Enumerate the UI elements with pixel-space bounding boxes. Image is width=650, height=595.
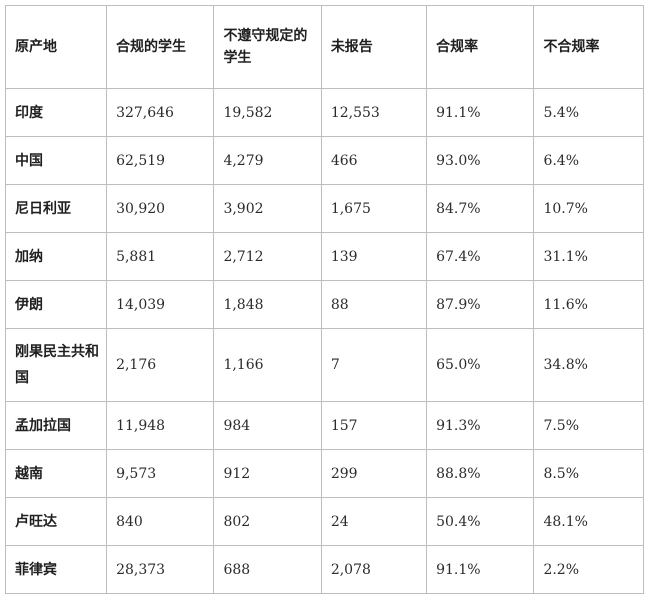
not-reported-cell: 2,078 bbox=[320, 545, 428, 594]
compliant-cell: 28,373 bbox=[106, 545, 215, 594]
country-cell: 卢旺达 bbox=[4, 497, 108, 546]
country-cell: 越南 bbox=[4, 449, 108, 498]
table-row: 菲律宾 28,373 688 2,078 91.1% 2.2% bbox=[4, 545, 644, 594]
noncompliance-rate-cell: 31.1% bbox=[533, 232, 644, 281]
compliant-cell: 62,519 bbox=[106, 136, 215, 185]
not-reported-cell: 1,675 bbox=[320, 184, 428, 233]
noncompliance-rate-cell: 5.4% bbox=[533, 88, 644, 137]
noncompliant-cell: 3,902 bbox=[213, 184, 322, 233]
noncompliance-rate-cell: 48.1% bbox=[533, 497, 644, 546]
noncompliant-cell: 4,279 bbox=[213, 136, 322, 185]
noncompliance-rate-cell: 34.8% bbox=[533, 328, 644, 402]
noncompliant-cell: 1,166 bbox=[213, 328, 322, 402]
compliant-cell: 11,948 bbox=[106, 401, 215, 450]
table-row: 刚果民主共和国 2,176 1,166 7 65.0% 34.8% bbox=[4, 328, 644, 402]
table-row: 孟加拉国 11,948 984 157 91.3% 7.5% bbox=[4, 401, 644, 450]
country-cell: 加纳 bbox=[4, 232, 108, 281]
compliance-table: 原产地 合规的学生 不遵守规定的学生 未报告 合规率 不合规率 印度 327,6… bbox=[4, 5, 644, 594]
country-cell: 尼日利亚 bbox=[4, 184, 108, 233]
compliance-rate-cell: 65.0% bbox=[426, 328, 535, 402]
not-reported-cell: 12,553 bbox=[320, 88, 428, 137]
noncompliant-cell: 19,582 bbox=[213, 88, 322, 137]
compliance-rate-cell: 87.9% bbox=[426, 280, 535, 329]
not-reported-cell: 139 bbox=[320, 232, 428, 281]
table-row: 伊朗 14,039 1,848 88 87.9% 11.6% bbox=[4, 280, 644, 329]
country-cell: 菲律宾 bbox=[4, 545, 108, 594]
not-reported-cell: 24 bbox=[320, 497, 428, 546]
not-reported-cell: 7 bbox=[320, 328, 428, 402]
compliance-rate-cell: 88.8% bbox=[426, 449, 535, 498]
compliance-rate-cell: 50.4% bbox=[426, 497, 535, 546]
table-row: 中国 62,519 4,279 466 93.0% 6.4% bbox=[4, 136, 644, 185]
noncompliant-cell: 802 bbox=[213, 497, 322, 546]
header-compliant-students: 合规的学生 bbox=[106, 5, 215, 89]
compliance-rate-cell: 93.0% bbox=[426, 136, 535, 185]
noncompliance-rate-cell: 10.7% bbox=[533, 184, 644, 233]
not-reported-cell: 299 bbox=[320, 449, 428, 498]
compliant-cell: 840 bbox=[106, 497, 215, 546]
country-cell: 印度 bbox=[4, 88, 108, 137]
compliance-rate-cell: 91.3% bbox=[426, 401, 535, 450]
noncompliance-rate-cell: 2.2% bbox=[533, 545, 644, 594]
compliance-rate-cell: 91.1% bbox=[426, 88, 535, 137]
header-not-reported: 未报告 bbox=[320, 5, 428, 89]
header-noncompliant-students: 不遵守规定的学生 bbox=[213, 5, 322, 89]
table-row: 卢旺达 840 802 24 50.4% 48.1% bbox=[4, 497, 644, 546]
noncompliance-rate-cell: 7.5% bbox=[533, 401, 644, 450]
compliance-rate-cell: 67.4% bbox=[426, 232, 535, 281]
header-origin: 原产地 bbox=[4, 5, 108, 89]
noncompliance-rate-cell: 6.4% bbox=[533, 136, 644, 185]
country-cell: 孟加拉国 bbox=[4, 401, 108, 450]
table-row: 越南 9,573 912 299 88.8% 8.5% bbox=[4, 449, 644, 498]
not-reported-cell: 466 bbox=[320, 136, 428, 185]
compliant-cell: 9,573 bbox=[106, 449, 215, 498]
noncompliance-rate-cell: 8.5% bbox=[533, 449, 644, 498]
header-noncompliance-rate: 不合规率 bbox=[533, 5, 644, 89]
noncompliant-cell: 984 bbox=[213, 401, 322, 450]
country-cell: 伊朗 bbox=[4, 280, 108, 329]
noncompliant-cell: 2,712 bbox=[213, 232, 322, 281]
compliant-cell: 2,176 bbox=[106, 328, 215, 402]
noncompliant-cell: 1,848 bbox=[213, 280, 322, 329]
header-row: 原产地 合规的学生 不遵守规定的学生 未报告 合规率 不合规率 bbox=[4, 5, 644, 89]
not-reported-cell: 157 bbox=[320, 401, 428, 450]
header-compliance-rate: 合规率 bbox=[426, 5, 535, 89]
compliant-cell: 5,881 bbox=[106, 232, 215, 281]
compliant-cell: 30,920 bbox=[106, 184, 215, 233]
noncompliant-cell: 912 bbox=[213, 449, 322, 498]
compliant-cell: 327,646 bbox=[106, 88, 215, 137]
not-reported-cell: 88 bbox=[320, 280, 428, 329]
country-cell: 刚果民主共和国 bbox=[4, 328, 108, 402]
table-row: 尼日利亚 30,920 3,902 1,675 84.7% 10.7% bbox=[4, 184, 644, 233]
table-row: 印度 327,646 19,582 12,553 91.1% 5.4% bbox=[4, 88, 644, 137]
country-cell: 中国 bbox=[4, 136, 108, 185]
table-row: 加纳 5,881 2,712 139 67.4% 31.1% bbox=[4, 232, 644, 281]
compliance-rate-cell: 91.1% bbox=[426, 545, 535, 594]
compliance-rate-cell: 84.7% bbox=[426, 184, 535, 233]
noncompliant-cell: 688 bbox=[213, 545, 322, 594]
compliant-cell: 14,039 bbox=[106, 280, 215, 329]
noncompliance-rate-cell: 11.6% bbox=[533, 280, 644, 329]
